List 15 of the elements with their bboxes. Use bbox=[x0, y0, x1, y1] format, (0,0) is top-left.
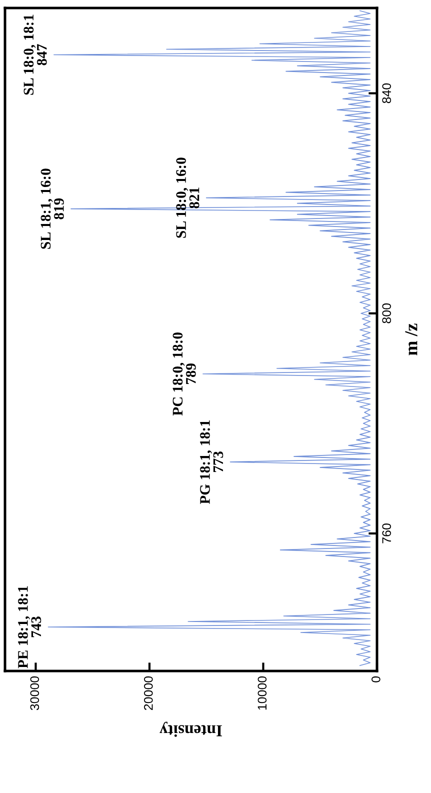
annotation: PG 18:1, 18:1 773 bbox=[200, 420, 224, 504]
annotation: SL 18:1, 16:0 819 bbox=[40, 168, 64, 249]
x-tick-label: 20000 bbox=[144, 676, 153, 710]
annotation: SL 18:0, 18:1 847 bbox=[24, 14, 47, 95]
y-tick-label: 800 bbox=[382, 303, 392, 324]
annotation: PE 18:1, 18:1 743 bbox=[18, 586, 42, 668]
x-tick-label: 0 bbox=[372, 676, 380, 682]
x-tick-label: 30000 bbox=[30, 676, 40, 710]
y-axis-title: m /z bbox=[405, 324, 418, 356]
annotation: PC 18:0, 18:0 789 bbox=[172, 332, 196, 416]
y-tick-label: 840 bbox=[382, 83, 392, 104]
x-axis-title: Intensity bbox=[160, 722, 222, 737]
annotation: SL 18:0, 16:0 821 bbox=[176, 158, 200, 238]
y-tick-label: 760 bbox=[382, 524, 392, 544]
x-tick-label: 10000 bbox=[258, 676, 267, 710]
